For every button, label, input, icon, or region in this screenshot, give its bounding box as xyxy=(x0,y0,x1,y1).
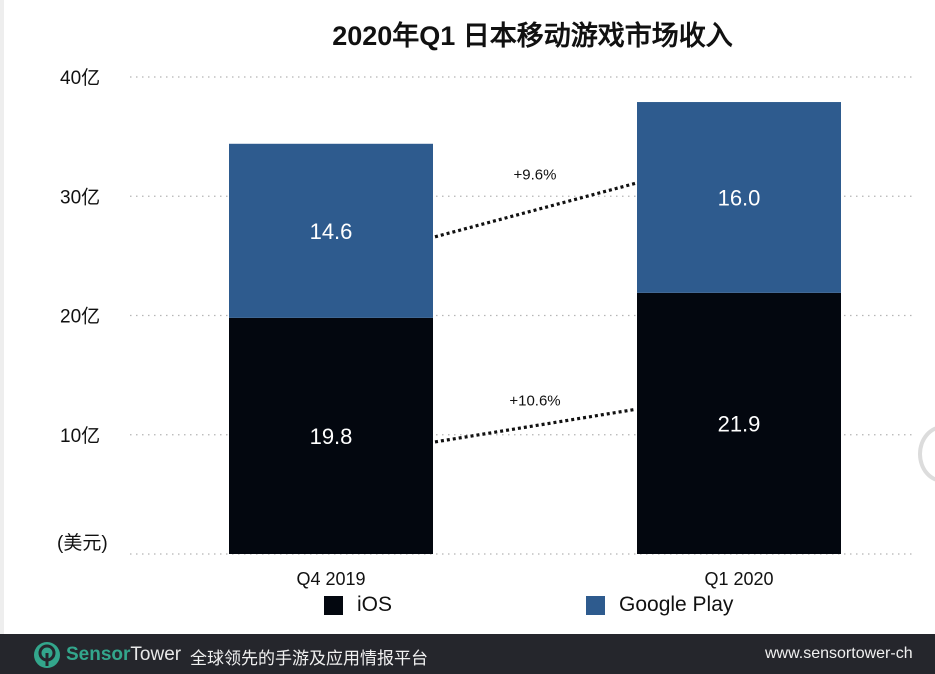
y-tick-label: 40亿 xyxy=(60,67,100,89)
bar-segment-google-play xyxy=(637,102,841,293)
legend-swatch-ios xyxy=(324,595,343,615)
sensortower-logo-icon xyxy=(34,642,60,668)
bars: 19.8 14.6 21.9 16.0 xyxy=(229,102,841,554)
legend-label-ios: iOS xyxy=(357,593,393,616)
x-axis-ticks: Q4 2019 Q1 2020 xyxy=(296,569,773,589)
x-tick-label: Q4 2019 xyxy=(296,569,365,589)
growth-connector-line xyxy=(434,181,636,239)
legend-label-google-play: Google Play xyxy=(619,593,734,616)
chart-title: 2020年Q1 日本移动游戏市场收入 xyxy=(332,21,733,51)
legend-swatch-google-play xyxy=(586,595,605,615)
growth-connector-line xyxy=(434,407,636,444)
bar-value-label: 21.9 xyxy=(718,411,761,436)
y-axis-ticks: 10亿 20亿 30亿 40亿 (美元) xyxy=(57,67,108,554)
bar-value-label: 14.6 xyxy=(310,219,353,244)
legend-item-google-play: Google Play xyxy=(586,593,733,617)
bar-value-label: 16.0 xyxy=(718,185,761,210)
logo-text-tower: Tower xyxy=(130,644,182,665)
bar-segment-ios xyxy=(637,292,841,554)
y-tick-label: 30亿 xyxy=(60,186,100,208)
x-tick-label: Q1 2020 xyxy=(704,569,773,589)
sensortower-logo: Sensor Tower xyxy=(33,641,181,669)
bar-value-label: 19.8 xyxy=(310,424,353,449)
footer-tagline: 全球领先的手游及应用情报平台 xyxy=(190,649,428,668)
footer-banner: Sensor Tower 全球领先的手游及应用情报平台 www.sensorto… xyxy=(0,634,935,674)
bar-segment-google-play xyxy=(229,143,433,318)
growth-label: +10.6% xyxy=(509,392,560,409)
growth-connectors: +9.6% +10.6% xyxy=(434,166,636,444)
logo-text-sensor: Sensor xyxy=(66,644,131,665)
growth-label: +9.6% xyxy=(514,166,557,183)
y-tick-label: 10亿 xyxy=(60,425,100,447)
y-tick-label: 20亿 xyxy=(60,306,100,328)
left-edge-strip xyxy=(0,0,4,634)
bar-segment-ios xyxy=(229,317,433,554)
legend-item-ios: iOS xyxy=(324,593,392,617)
footer-url: www.sensortower-ch xyxy=(765,645,913,662)
y-axis-unit-label: (美元) xyxy=(57,532,108,554)
